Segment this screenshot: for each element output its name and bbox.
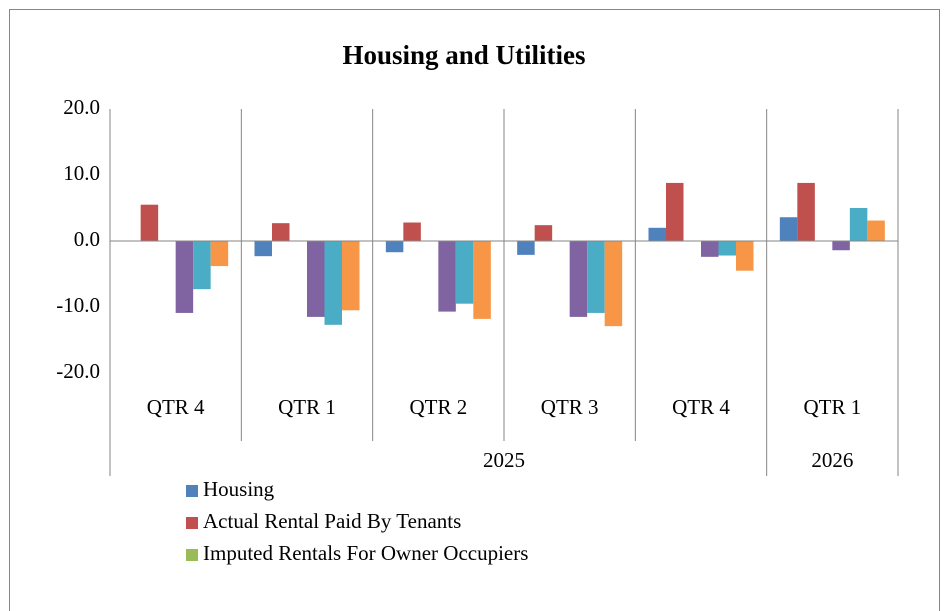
bar [193,241,211,290]
legend-label: Actual Rental Paid By Tenants [203,509,461,533]
y-tick-label: 10.0 [63,161,100,185]
bar [587,241,605,313]
bar [455,241,474,304]
bar [779,217,798,241]
x-tick-label: QTR 3 [541,395,599,419]
bar [342,241,360,311]
bar [797,182,815,241]
bar [140,204,159,241]
bar [438,241,456,312]
bar [517,241,535,255]
bar [867,220,885,241]
bar [473,241,491,319]
bar [648,227,666,241]
bar [569,241,588,317]
y-tick-label: -10.0 [56,293,100,317]
legend-swatch [186,485,198,497]
x-tick-label: QTR 1 [803,395,861,419]
bar [832,241,850,251]
y-tick-label: 0.0 [74,227,100,251]
bar [210,241,229,267]
bar [307,241,325,317]
x-tick-label: QTR 4 [672,395,730,419]
year-label: 2025 [483,448,525,472]
x-tick-label: QTR 1 [278,395,336,419]
bar [736,241,754,271]
legend-swatch [186,549,198,561]
bar [666,182,684,241]
chart-title: Housing and Utilities [342,40,585,70]
bar [324,241,342,325]
bar [254,241,272,257]
x-tick-label: QTR 4 [147,395,205,419]
bar [385,241,404,253]
bar [604,241,623,327]
y-tick-label: -20.0 [56,359,100,383]
bar [849,208,868,241]
year-label: 2026 [811,448,853,472]
bar [175,241,194,313]
y-tick-label: 20.0 [63,95,100,119]
legend-label: Imputed Rentals For Owner Occupiers [203,541,528,565]
bar [403,222,421,241]
bar [534,225,553,241]
bar [718,241,736,256]
bar [272,223,290,241]
legend-label: Housing [203,477,275,501]
bar [701,241,719,257]
legend-swatch [186,517,198,529]
chart-border [9,9,940,611]
x-tick-label: QTR 2 [409,395,467,419]
